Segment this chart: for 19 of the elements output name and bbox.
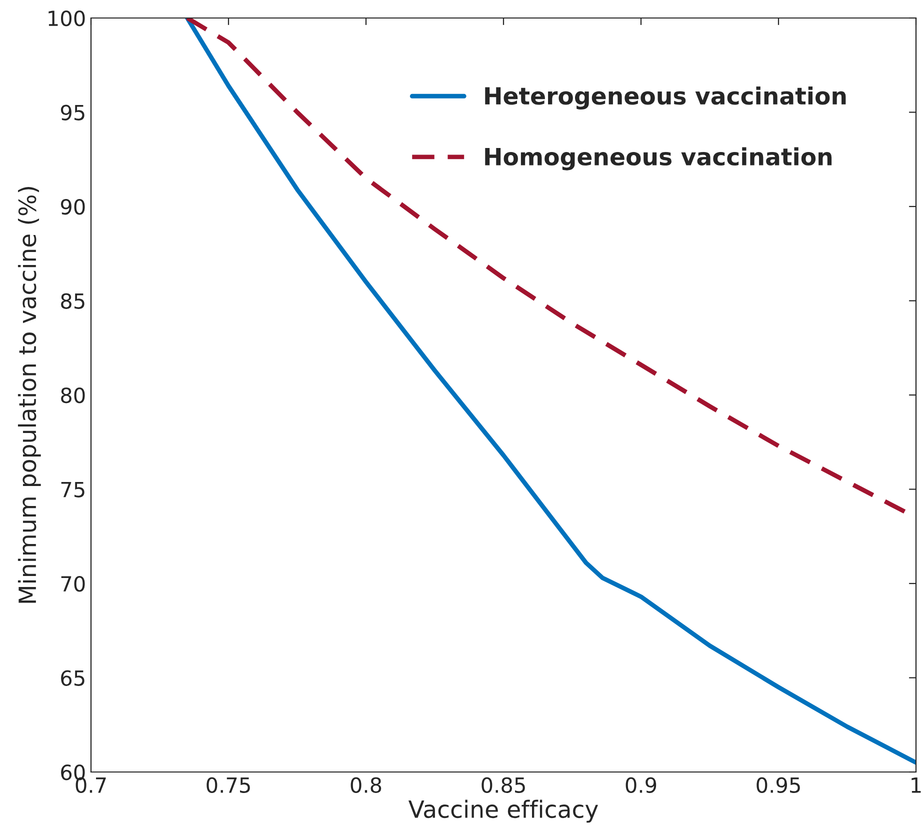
y-tick-label: 100	[48, 10, 85, 26]
y-tick-label: 95	[60, 104, 84, 120]
x-tick-label: 0.8	[350, 777, 382, 793]
line-series	[185, 18, 916, 765]
y-axis-title: Minimum population to vaccine (%)	[18, 186, 41, 603]
x-tick-label: 1	[912, 778, 921, 793]
legend-label: Heterogeneous vaccination	[485, 86, 846, 110]
y-tick-label: 90	[60, 198, 85, 215]
x-tick-label: 0.85	[482, 777, 525, 793]
y-tick-label: 85	[61, 293, 84, 309]
y-tick-label: 80	[61, 387, 85, 404]
y-tick-label: 70	[61, 576, 85, 592]
y-tick-label: 65	[61, 670, 84, 686]
legend-label: Homogeneous vaccination	[485, 147, 832, 170]
y-tick-label: 75	[61, 482, 84, 498]
x-axis-title: Vaccine efficacy	[408, 800, 598, 823]
x-tick-label: 0.75	[206, 777, 250, 793]
x-tick-label: 0.95	[756, 777, 800, 793]
x-tick-label: 0.9	[626, 777, 656, 793]
